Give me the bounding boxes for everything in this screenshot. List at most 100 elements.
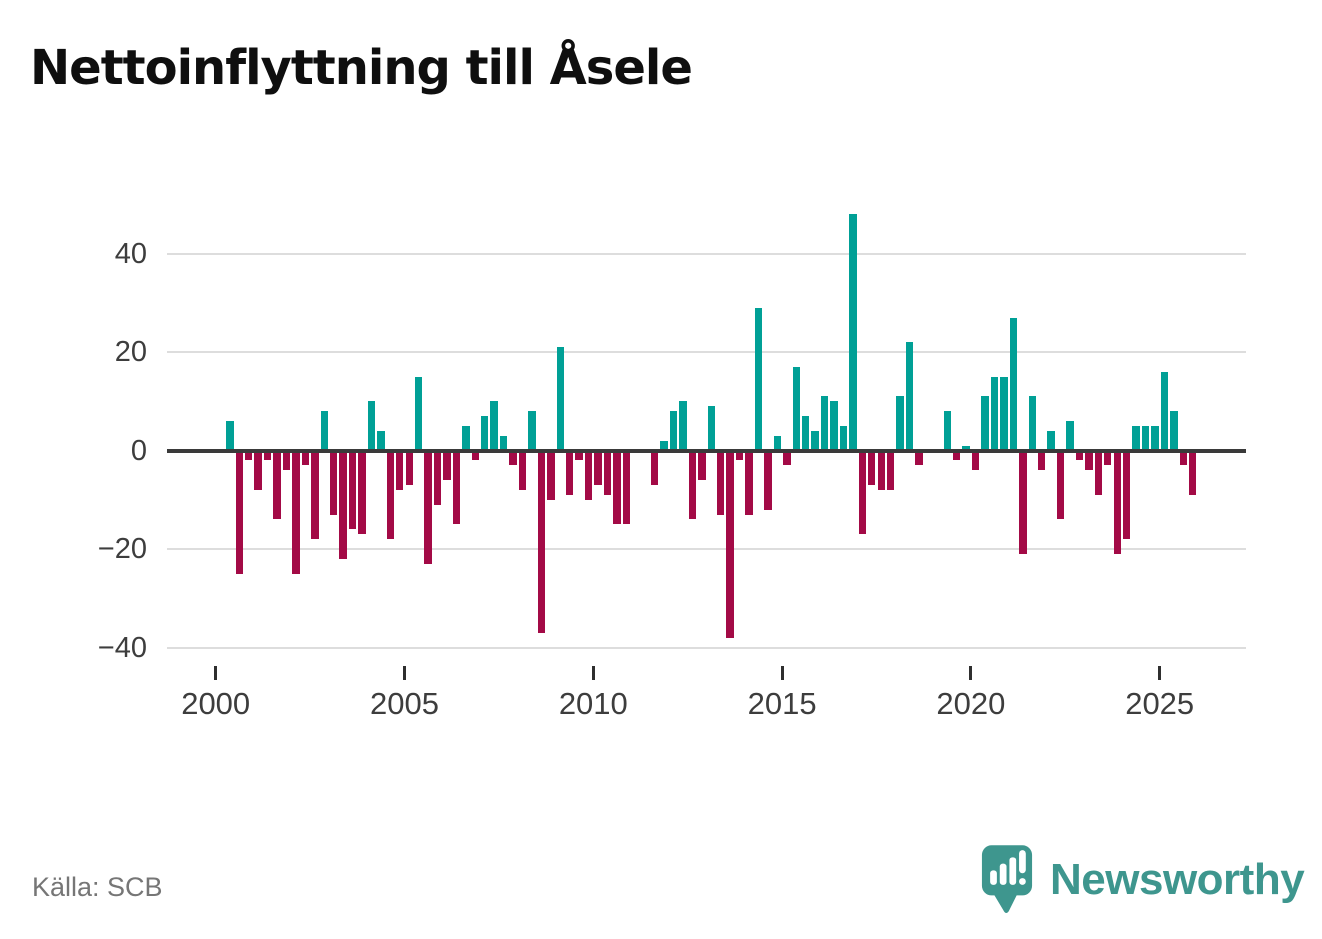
bar-2022Q4: [1075, 450, 1084, 461]
bar-2005Q4: [433, 450, 442, 505]
bar-2021Q4: [1038, 450, 1046, 471]
bar-2002Q3: [311, 450, 319, 540]
bar-2022Q1: [1047, 430, 1055, 451]
bar-2007Q1: [481, 416, 489, 451]
bar-2013Q1: [707, 406, 715, 451]
gridline-20: [167, 351, 1246, 353]
x-tick-2005: [403, 666, 406, 680]
x-tick-2010: [591, 666, 595, 680]
y-axis-label--20: −20: [97, 533, 147, 565]
x-tick-2025: [1158, 666, 1162, 680]
bar-2014Q1: [745, 450, 753, 515]
brand-footer: Newsworthy: [980, 840, 1310, 920]
bar-2016Q1: [820, 396, 829, 451]
bar-2020Q2: [981, 396, 989, 451]
bar-2002Q4: [320, 411, 328, 451]
bar-2024Q2: [1132, 425, 1140, 451]
bar-2019Q3: [953, 450, 961, 461]
x-axis-label-2025: 2025: [1125, 686, 1195, 721]
x-axis-label-2015: 2015: [747, 686, 817, 721]
bar-2021Q3: [1028, 396, 1036, 451]
bar-2003Q4: [358, 450, 366, 535]
bar-2023Q2: [1094, 450, 1103, 495]
bar-2004Q2: [377, 430, 385, 451]
bar-2014Q4: [773, 435, 782, 451]
bar-2014Q3: [764, 450, 772, 510]
y-axis-label-20: 20: [114, 336, 147, 368]
bar-2015Q4: [811, 430, 819, 451]
gridline--20: [167, 548, 1246, 550]
bar-2010Q2: [603, 450, 612, 495]
bar-2009Q4: [584, 450, 593, 500]
gridline--40: [167, 646, 1246, 649]
bar-2005Q1: [405, 450, 413, 485]
bar-2008Q4: [547, 450, 555, 500]
bar-2012Q4: [698, 450, 706, 481]
bar-2025Q1: [1160, 371, 1169, 451]
x-tick-2015: [780, 666, 784, 680]
bar-2019Q4: [962, 445, 970, 451]
bar-2012Q1: [669, 411, 678, 451]
x-axis-label-2020: 2020: [936, 686, 1006, 721]
x-tick-2000: [214, 666, 218, 680]
brand-name: Newsworthy: [1050, 855, 1305, 904]
bar-2006Q3: [462, 425, 470, 451]
bar-2004Q4: [396, 450, 404, 490]
chart-title: Nettoinflyttning till Åsele: [30, 40, 693, 96]
bar-2018Q3: [915, 450, 923, 466]
x-tick-2020: [969, 666, 973, 680]
bar-2017Q3: [877, 450, 885, 490]
bar-2023Q4: [1113, 450, 1121, 554]
bar-2006Q4: [471, 450, 479, 461]
bar-2023Q1: [1085, 450, 1093, 471]
bar-2016Q2: [830, 401, 838, 451]
bar-2020Q1: [971, 450, 980, 471]
bar-2015Q1: [783, 450, 791, 466]
bar-2012Q2: [679, 401, 687, 451]
x-axis-label-2010: 2010: [558, 686, 628, 721]
bar-2000Q4: [245, 450, 253, 461]
bar-2013Q4: [735, 450, 744, 461]
x-axis-label-2005: 2005: [370, 686, 439, 721]
bar-2001Q2: [263, 450, 272, 461]
bar-2005Q3: [424, 450, 432, 564]
newsworthy-logo-icon: [981, 845, 1033, 914]
bar-2011Q4: [660, 440, 668, 451]
bar-2006Q2: [452, 450, 461, 525]
bar-2013Q3: [726, 450, 734, 638]
bar-2002Q2: [301, 450, 310, 466]
bar-2025Q4: [1189, 450, 1197, 495]
bar-2020Q3: [990, 376, 999, 451]
bar-2015Q3: [802, 416, 810, 451]
bar-2012Q3: [688, 450, 697, 520]
bar-2011Q3: [650, 450, 659, 485]
bar-2008Q3: [537, 450, 546, 633]
zero-baseline: [167, 448, 1246, 453]
bar-2006Q1: [443, 450, 451, 481]
bar-2002Q1: [292, 450, 300, 574]
bar-2009Q1: [556, 347, 564, 451]
bar-2023Q3: [1104, 450, 1112, 466]
bar-2022Q2: [1056, 450, 1065, 520]
bar-2017Q2: [868, 450, 876, 485]
bar-2000Q2: [226, 420, 234, 451]
bar-2010Q1: [594, 450, 602, 485]
bar-2022Q3: [1066, 420, 1074, 451]
bar-2007Q2: [490, 401, 498, 451]
bar-2001Q4: [282, 450, 291, 471]
bar-2010Q4: [622, 450, 631, 525]
bar-2003Q3: [348, 450, 357, 530]
bar-2019Q2: [943, 411, 951, 451]
bar-2003Q1: [330, 450, 338, 515]
bar-2010Q3: [613, 450, 621, 525]
y-axis-label--40: −40: [97, 631, 147, 664]
bar-2005Q2: [414, 376, 423, 451]
bar-2003Q2: [339, 450, 347, 559]
bar-2017Q1: [858, 450, 867, 535]
bar-2018Q2: [905, 342, 914, 451]
y-axis-label-0: 0: [130, 434, 147, 467]
source-attribution: Källa: SCB: [32, 872, 163, 902]
bar-2008Q2: [528, 411, 536, 451]
